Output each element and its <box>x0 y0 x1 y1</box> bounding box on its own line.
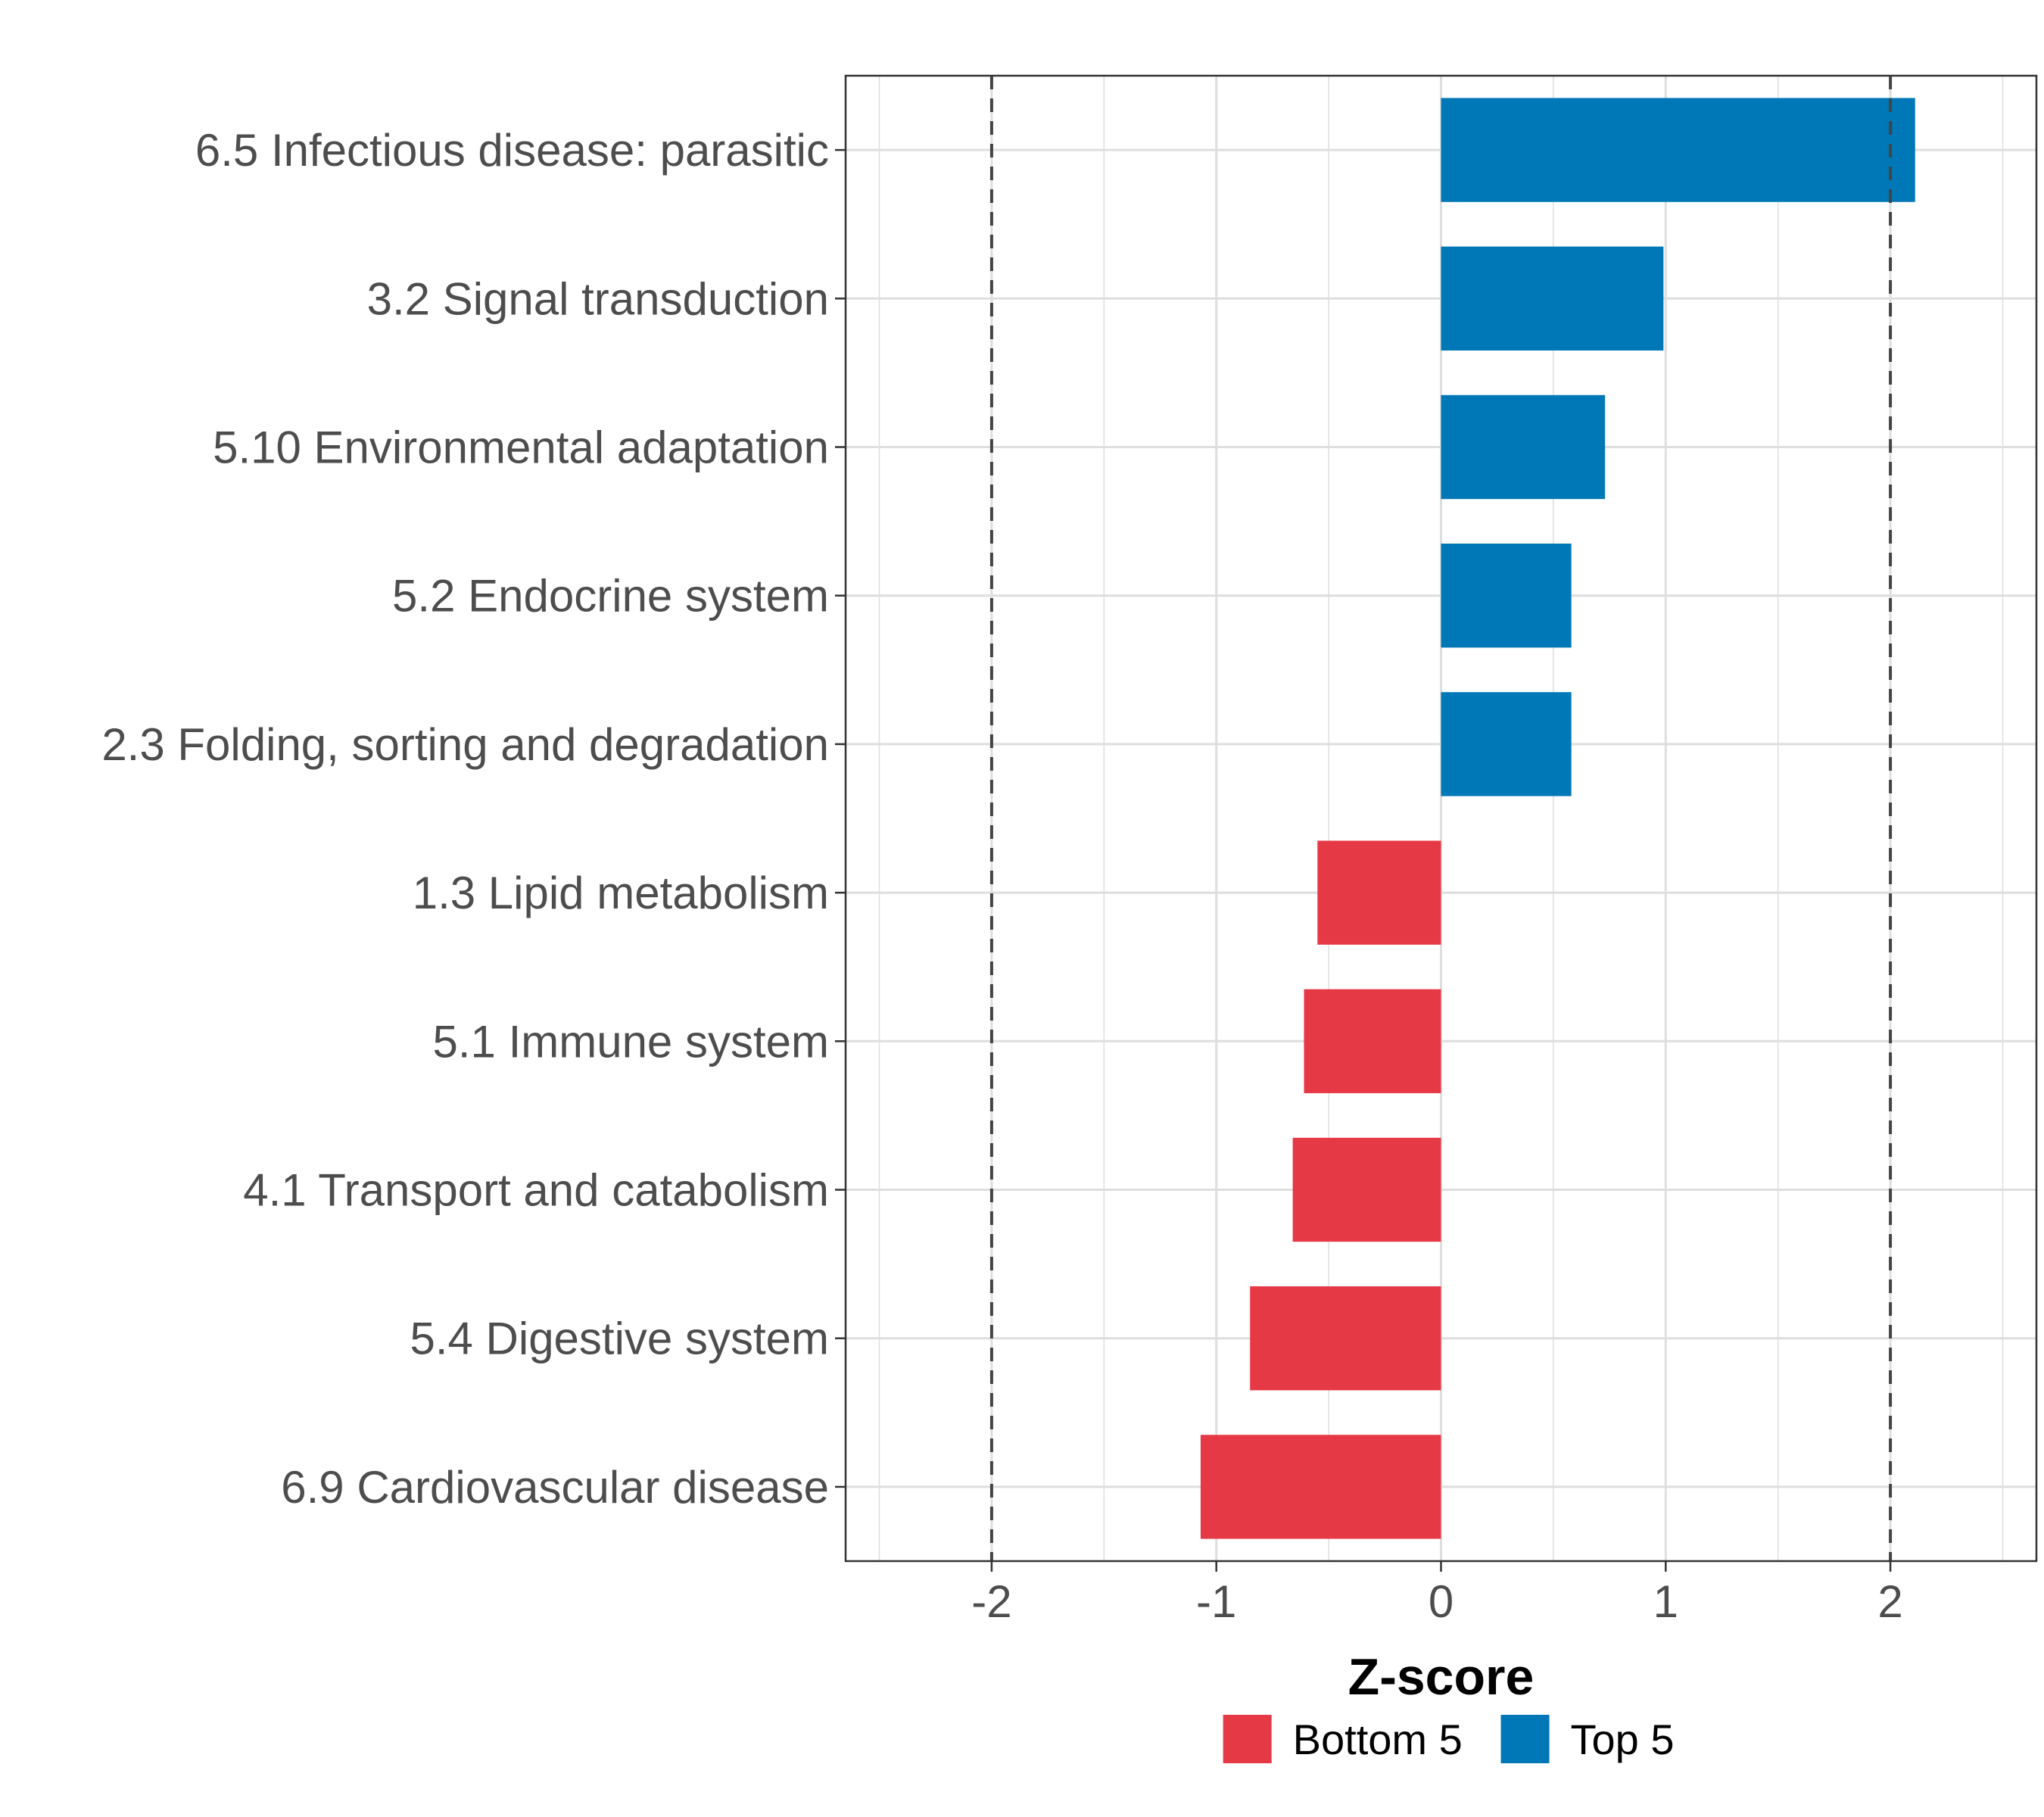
category-label: 6.5 Infectious disease: parasitic <box>195 125 829 176</box>
bar-bottom-7 <box>1304 989 1441 1093</box>
bar-top-5 <box>1441 692 1572 796</box>
legend-label: Bottom 5 <box>1293 1716 1463 1763</box>
x-axis: -2 -1 0 1 2 <box>971 1561 1903 1627</box>
x-tick-label: 2 <box>1877 1576 1902 1627</box>
category-label: 5.4 Digestive system <box>410 1314 829 1364</box>
category-label: 5.1 Immune system <box>432 1016 829 1067</box>
x-tick-label: 1 <box>1653 1576 1678 1627</box>
category-label: 4.1 Transport and catabolism <box>243 1165 829 1216</box>
bar-bottom-9 <box>1250 1286 1441 1391</box>
x-axis-title: Z-score <box>1348 1648 1535 1706</box>
bar-bottom-8 <box>1292 1137 1441 1242</box>
category-label: 5.10 Environmental adaptation <box>213 422 829 473</box>
category-label: 3.2 Signal transduction <box>367 273 829 324</box>
category-label: 6.9 Cardiovascular disease <box>281 1462 829 1513</box>
category-label: 2.3 Folding, sorting and degradation <box>101 719 829 770</box>
bar-bottom-10 <box>1200 1435 1441 1539</box>
y-axis: 6.5 Infectious disease: parasitic 3.2 Sig… <box>101 125 846 1513</box>
x-tick-label: -2 <box>971 1576 1011 1627</box>
bar-top-2 <box>1441 246 1664 351</box>
reference-lines <box>989 76 1893 1561</box>
x-tick-label: 0 <box>1429 1576 1454 1627</box>
legend-label: Top 5 <box>1571 1716 1675 1763</box>
bars-layer <box>1200 98 1915 1539</box>
legend-swatch <box>1500 1715 1550 1763</box>
x-tick-label: -1 <box>1196 1576 1236 1627</box>
category-label: 1.3 Lipid metabolism <box>413 868 829 918</box>
bar-bottom-6 <box>1317 840 1441 945</box>
category-label: 5.2 Endocrine system <box>392 571 829 622</box>
bar-top-1 <box>1441 98 1915 202</box>
legend-swatch <box>1223 1715 1272 1763</box>
bar-top-3 <box>1441 394 1606 500</box>
bar-top-4 <box>1441 544 1572 648</box>
legend: Bottom 5 Top 5 <box>1223 1715 1675 1763</box>
